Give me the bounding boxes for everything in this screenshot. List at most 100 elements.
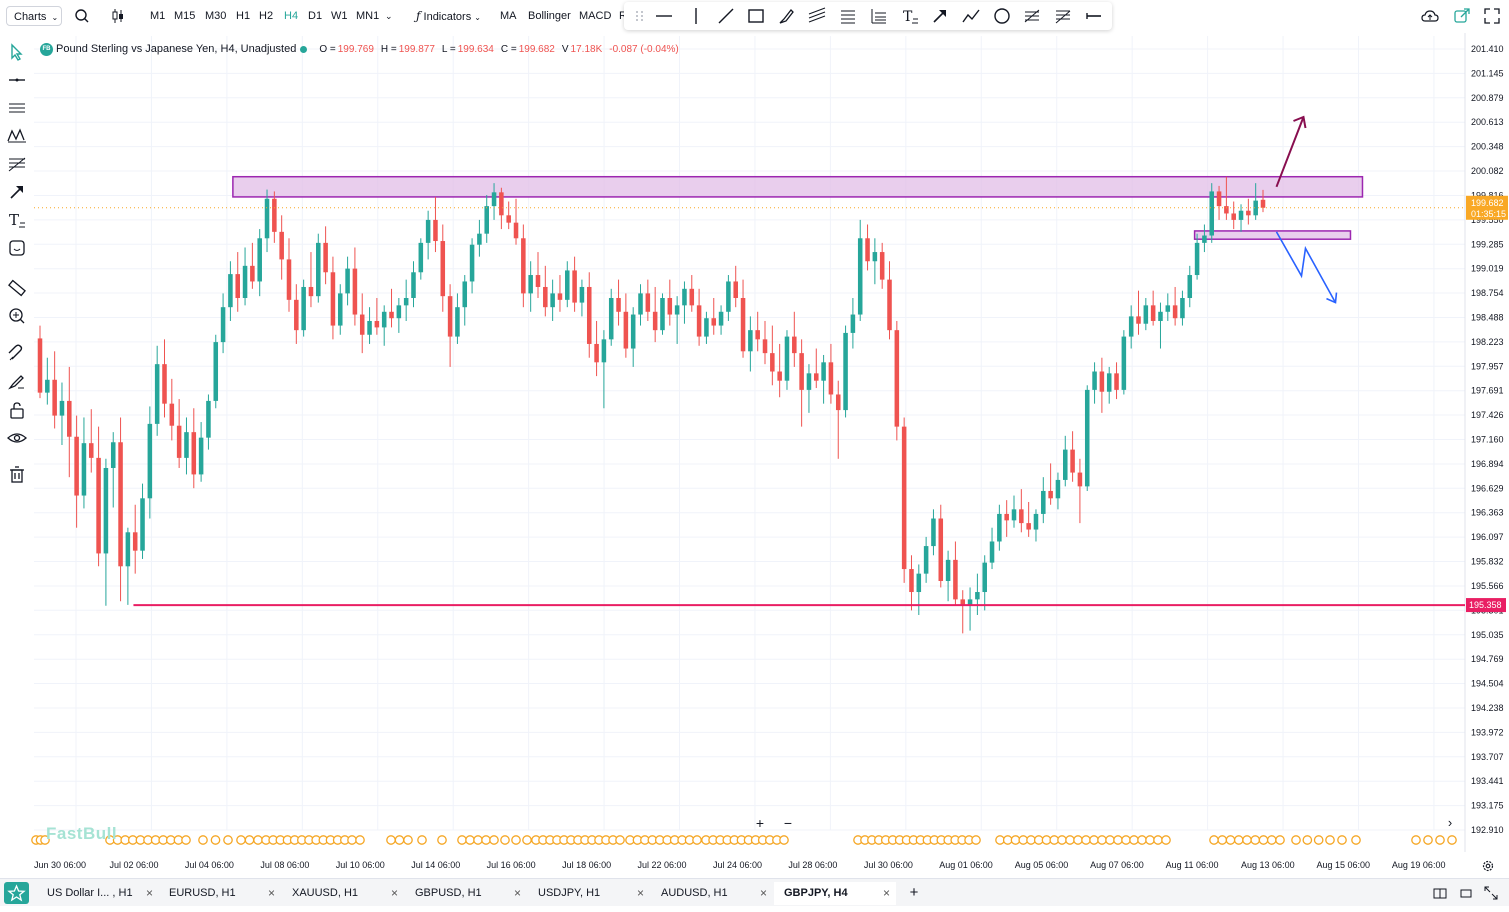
candle bbox=[630, 307, 636, 367]
candle-body bbox=[257, 238, 262, 282]
price-tick-label: 197.957 bbox=[1471, 361, 1504, 371]
timeframes-more-icon[interactable]: ⌄ bbox=[385, 11, 393, 21]
brush-icon[interactable] bbox=[776, 6, 796, 26]
fibonacci-icon[interactable] bbox=[6, 153, 28, 175]
candle-body bbox=[770, 353, 775, 372]
zoom-out-button[interactable]: − bbox=[783, 815, 793, 831]
candle bbox=[616, 279, 621, 326]
lock-icon[interactable] bbox=[6, 399, 28, 421]
candle bbox=[594, 320, 599, 377]
eye-icon[interactable] bbox=[6, 427, 28, 449]
emoji-sticker-icon[interactable] bbox=[6, 237, 28, 259]
trash-icon[interactable] bbox=[6, 464, 28, 486]
tab-eurusd[interactable]: EURUSD, H1 × bbox=[159, 882, 281, 905]
text-tool-icon[interactable]: T bbox=[900, 6, 920, 26]
indicator-bollinger-button[interactable]: Bollinger bbox=[528, 10, 571, 22]
tab-close-button[interactable]: × bbox=[882, 886, 890, 900]
tab-gbpusd[interactable]: GBPUSD, H1 × bbox=[405, 882, 527, 905]
tab-close-button[interactable]: × bbox=[636, 886, 644, 900]
pitchfork-icon[interactable] bbox=[1022, 6, 1042, 26]
horizontal-line-icon[interactable] bbox=[654, 6, 674, 26]
candle-body bbox=[462, 281, 468, 308]
timeframe-w1[interactable]: W1 bbox=[331, 10, 348, 22]
tab-audusd[interactable]: AUDUSD, H1 × bbox=[651, 882, 773, 905]
text-icon[interactable]: T bbox=[6, 209, 28, 231]
indicator-macd-button[interactable]: MACD bbox=[579, 10, 612, 22]
layout-single-icon[interactable] bbox=[1459, 886, 1473, 900]
arrow-tool-icon[interactable] bbox=[930, 6, 950, 26]
expand-icon[interactable] bbox=[1484, 886, 1498, 900]
candle-body bbox=[198, 437, 204, 475]
open-external-icon[interactable] bbox=[1452, 6, 1472, 26]
scroll-to-latest-button[interactable]: › bbox=[1447, 815, 1453, 830]
settings-gear-icon[interactable] bbox=[1481, 859, 1495, 873]
timeframe-h2[interactable]: H2 bbox=[259, 10, 274, 22]
candle bbox=[74, 415, 79, 528]
fib-fan-icon[interactable] bbox=[869, 6, 889, 26]
candle bbox=[572, 256, 577, 312]
candle-body bbox=[440, 241, 446, 297]
tab-label: XAUUSD, H1 bbox=[292, 887, 359, 899]
tab-close-button[interactable]: × bbox=[759, 886, 767, 900]
vertical-line-icon[interactable] bbox=[686, 6, 706, 26]
fib-retracement-icon[interactable] bbox=[838, 6, 858, 26]
charts-menu-button[interactable]: Charts ⌄ bbox=[6, 6, 62, 26]
candle bbox=[294, 284, 299, 344]
cloud-save-icon[interactable] bbox=[1420, 6, 1440, 26]
price-tick-label: 196.097 bbox=[1471, 532, 1504, 542]
tab-close-button[interactable]: × bbox=[513, 886, 521, 900]
pattern-icon[interactable] bbox=[6, 125, 28, 147]
tab-close-button[interactable]: × bbox=[390, 886, 398, 900]
tab-usdjpy[interactable]: USDJPY, H1 × bbox=[528, 882, 650, 905]
tab-xauusd[interactable]: XAUUSD, H1 × bbox=[282, 882, 404, 905]
zoom-in-icon[interactable] bbox=[6, 305, 28, 327]
symbol-title[interactable]: Pound Sterling vs Japanese Yen, H4, Unad… bbox=[56, 43, 297, 55]
path-tool-icon[interactable] bbox=[961, 6, 981, 26]
price-chart[interactable]: 201.410 201.145 200.879 200.613 200.348 200.0… bbox=[0, 0, 1509, 880]
timeframe-h1[interactable]: H1 bbox=[236, 10, 251, 22]
tab-gbpjpy[interactable]: GBPJPY, H4 × bbox=[774, 882, 896, 905]
magnet-icon[interactable] bbox=[6, 343, 28, 365]
ruler-icon[interactable] bbox=[6, 277, 28, 299]
gann-box-icon[interactable] bbox=[1053, 6, 1073, 26]
cursor-icon[interactable] bbox=[6, 41, 28, 63]
favorites-button[interactable] bbox=[4, 882, 29, 904]
timeframe-d1[interactable]: D1 bbox=[308, 10, 323, 22]
candle bbox=[923, 536, 929, 583]
rectangle-icon[interactable] bbox=[746, 6, 766, 26]
timeframe-m15[interactable]: M15 bbox=[174, 10, 196, 22]
candle-type-icon[interactable] bbox=[108, 6, 128, 26]
arrow-icon[interactable] bbox=[6, 181, 28, 203]
indicator-ma-button[interactable]: MA bbox=[500, 10, 517, 22]
layout-split-icon[interactable] bbox=[1433, 886, 1447, 900]
tab-us-dollar-index[interactable]: US Dollar I... , H1 × bbox=[37, 882, 159, 905]
candle bbox=[1216, 185, 1222, 220]
timeframe-mn1[interactable]: MN1 bbox=[356, 10, 380, 22]
candle bbox=[67, 366, 72, 478]
horizontal-line-icon[interactable] bbox=[6, 69, 28, 91]
open-label: O = bbox=[319, 43, 336, 55]
timeframe-m1[interactable]: M1 bbox=[150, 10, 166, 22]
timeframe-h4[interactable]: H4 bbox=[284, 10, 299, 22]
draw-mode-icon[interactable] bbox=[6, 371, 28, 393]
fullscreen-icon[interactable] bbox=[1482, 6, 1502, 26]
search-icon[interactable] bbox=[72, 6, 92, 26]
channel-icon[interactable] bbox=[6, 97, 28, 119]
trend-line-icon[interactable] bbox=[716, 6, 736, 26]
timeframe-m30[interactable]: M30 bbox=[205, 10, 227, 22]
parallel-channel-icon[interactable] bbox=[807, 6, 827, 26]
price-tick-label: 196.363 bbox=[1471, 508, 1504, 518]
candle bbox=[821, 354, 826, 404]
candle-body bbox=[623, 311, 629, 349]
ray-icon[interactable] bbox=[1084, 6, 1104, 26]
indicator-more-button[interactable]: R bbox=[619, 10, 627, 22]
drag-handle-icon[interactable] bbox=[630, 6, 650, 26]
candle bbox=[586, 272, 592, 358]
tab-close-button[interactable]: × bbox=[267, 886, 275, 900]
zoom-in-button[interactable]: + bbox=[755, 815, 765, 831]
add-tab-button[interactable]: + bbox=[909, 884, 919, 901]
indicators-button[interactable]: ƒ Indicators ⌄ bbox=[416, 6, 481, 26]
ellipse-icon[interactable] bbox=[992, 6, 1012, 26]
candle-body bbox=[418, 242, 424, 273]
tab-close-button[interactable]: × bbox=[145, 886, 153, 900]
